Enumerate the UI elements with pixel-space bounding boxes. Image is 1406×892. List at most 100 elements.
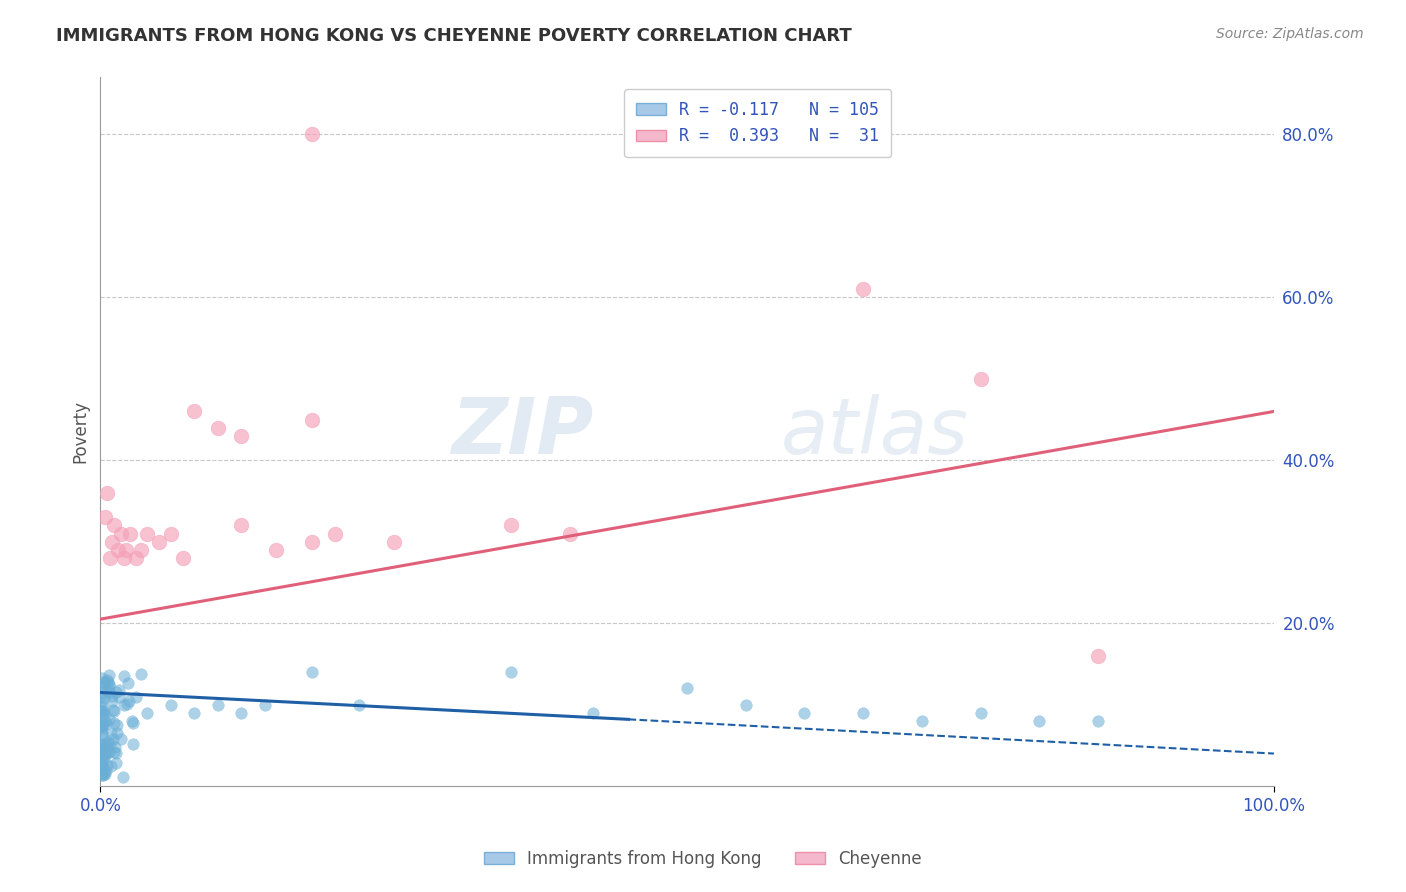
Point [96,684,118,698]
Point [501,665,523,679]
Point [91,721,114,735]
Point [105,725,128,739]
Point [1087,714,1109,728]
Point [852,282,875,296]
Point [98,551,121,566]
Point [90,766,112,780]
Point [124,551,146,566]
Point [93,714,115,729]
Text: IMMIGRANTS FROM HONG KONG VS CHEYENNE POVERTY CORRELATION CHART: IMMIGRANTS FROM HONG KONG VS CHEYENNE PO… [56,27,852,45]
Point [1028,714,1050,728]
Point [104,685,127,699]
Point [118,526,141,541]
Point [558,526,581,541]
Point [207,421,229,435]
Point [93,676,115,690]
Point [207,698,229,712]
Y-axis label: Poverty: Poverty [72,401,89,463]
Legend: Immigrants from Hong Kong, Cheyenne: Immigrants from Hong Kong, Cheyenne [477,844,929,875]
Point [90,725,112,739]
Point [117,694,139,708]
Point [793,706,815,720]
Point [101,732,124,747]
Point [91,758,114,772]
Point [90,704,112,718]
Point [90,761,112,775]
Point [93,741,115,756]
Point [148,534,170,549]
Point [90,719,112,733]
Point [97,668,120,682]
Point [183,404,205,418]
Point [852,706,875,720]
Point [676,681,699,696]
Point [969,372,991,386]
Point [91,686,114,700]
Text: Source: ZipAtlas.com: Source: ZipAtlas.com [1216,27,1364,41]
Point [734,698,756,712]
Point [101,694,124,708]
Point [122,715,145,730]
Point [90,696,112,710]
Point [94,747,117,761]
Point [231,518,253,533]
Point [104,756,127,770]
Point [301,665,323,679]
Point [136,706,159,720]
Point [172,551,194,566]
Point [90,744,112,758]
Point [93,740,115,755]
Point [100,727,122,741]
Point [93,704,115,718]
Point [94,767,117,781]
Point [90,737,112,751]
Point [105,718,128,732]
Point [969,706,991,720]
Point [93,708,115,723]
Text: atlas: atlas [780,393,969,470]
Point [382,534,405,549]
Point [231,706,253,720]
Point [93,690,115,705]
Point [101,534,124,549]
Point [347,698,370,712]
Point [122,737,145,751]
Point [301,128,323,142]
Point [121,714,143,728]
Point [582,706,605,720]
Point [115,697,138,711]
Point [129,666,152,681]
Point [183,706,205,720]
Point [90,680,112,694]
Point [91,759,114,773]
Point [108,690,131,705]
Point [110,526,132,541]
Point [104,740,127,755]
Point [159,526,181,541]
Point [103,716,125,731]
Point [91,671,114,685]
Point [110,732,132,747]
Point [115,542,138,557]
Point [301,534,323,549]
Point [94,717,117,731]
Point [90,746,112,760]
Point [107,542,129,557]
Point [97,674,120,689]
Point [253,698,276,712]
Point [1087,648,1109,663]
Point [94,763,117,777]
Point [94,510,117,524]
Point [111,770,134,784]
Point [117,676,139,690]
Point [91,699,114,714]
Point [91,718,114,732]
Point [91,767,114,781]
Point [91,706,114,721]
Point [98,679,121,693]
Point [100,759,122,773]
Point [301,412,323,426]
Point [323,526,346,541]
Point [93,765,115,780]
Point [96,673,118,687]
